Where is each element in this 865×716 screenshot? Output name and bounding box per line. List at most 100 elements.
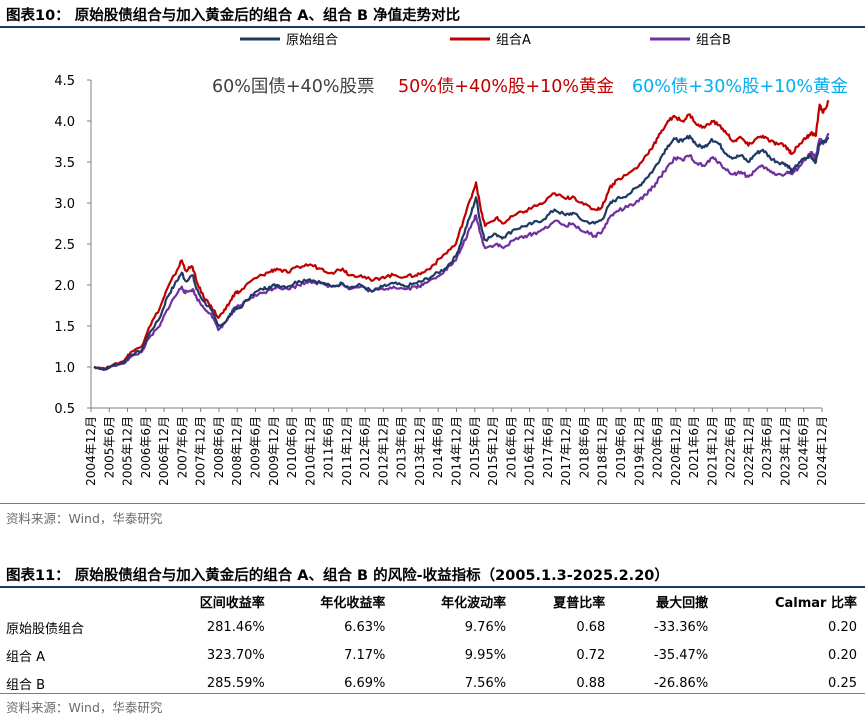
x-tick-label: 2016年6月 xyxy=(504,416,518,478)
figure-11-source: 资料来源：Wind，华泰研究 xyxy=(6,700,163,715)
table-cell: 组合 A xyxy=(6,649,46,665)
table-cell: 0.88 xyxy=(576,675,606,691)
header-cell xyxy=(0,589,152,613)
x-tick-label: 2006年12月 xyxy=(157,416,171,486)
x-tick-label: 2017年6月 xyxy=(541,416,555,478)
x-tick-label: 2009年6月 xyxy=(248,416,262,478)
table-row: 原始股债组合 281.46% 6.63% 9.76% 0.68 -33.36% … xyxy=(0,613,865,641)
series-lines xyxy=(93,99,830,371)
x-tick-label: 2010年12月 xyxy=(303,416,317,486)
x-tick-label: 2018年6月 xyxy=(577,416,591,478)
table-header-row: 区间收益率 年化收益率 年化波动率 夏普比率 最大回撤 Calmar 比率 xyxy=(0,589,865,613)
table-cell: 组合 B xyxy=(6,677,46,693)
x-tick-label: 2024年12月 xyxy=(815,416,829,486)
x-tick-label: 2010年6月 xyxy=(285,416,299,478)
table-cell: 9.76% xyxy=(464,619,507,635)
series-line-portfolio-b xyxy=(93,132,830,371)
x-tick-label: 2008年6月 xyxy=(212,416,226,478)
x-tick-label: 2024年6月 xyxy=(797,416,811,478)
x-tick-label: 2015年12月 xyxy=(486,416,500,486)
table-cell: -33.36% xyxy=(653,619,709,635)
figure-11-title-rule xyxy=(0,586,865,588)
x-tick-label: 2005年12月 xyxy=(121,416,135,486)
figure-11-title: 图表11： 原始股债组合与加入黄金后的组合 A、组合 B 的风险-收益指标（20… xyxy=(6,568,669,584)
header-cell: 夏普比率 xyxy=(553,595,606,611)
x-tick-label: 2023年6月 xyxy=(760,416,774,478)
table-cell: 323.70% xyxy=(206,647,265,663)
x-tick-label: 2007年12月 xyxy=(194,416,208,486)
table-cell: -26.86% xyxy=(653,675,709,691)
x-tick-label: 2005年6月 xyxy=(102,416,116,478)
series-line-portfolio-a xyxy=(93,99,830,370)
x-tick-label: 2019年12月 xyxy=(632,416,646,486)
risk-return-table: 区间收益率 年化收益率 年化波动率 夏普比率 最大回撤 Calmar 比率 原始… xyxy=(0,589,865,697)
table-cell: 0.20 xyxy=(828,619,857,635)
y-tick-label: 4.0 xyxy=(54,115,75,130)
y-tick-label: 0.5 xyxy=(54,402,75,417)
series-line-original xyxy=(93,134,830,371)
x-tick-label: 2022年6月 xyxy=(724,416,738,478)
header-cell: 年化波动率 xyxy=(441,595,507,611)
table-cell: 6.63% xyxy=(344,619,386,635)
y-tick-label: 3.5 xyxy=(54,156,75,171)
legend: 原始组合 组合A 组合B xyxy=(240,33,731,48)
table-cell: 285.59% xyxy=(206,675,265,691)
figure-11-bottom-rule xyxy=(0,693,865,694)
table-cell: 0.68 xyxy=(576,619,606,635)
y-tick-label: 3.0 xyxy=(54,197,75,212)
nav-line-chart: 原始组合 组合A 组合B 60%国债+40%股票 50%债+40%股+10%黄金 60%… xyxy=(54,33,848,486)
x-tick-label: 2023年12月 xyxy=(778,416,792,486)
figure-10-source: 资料来源：Wind，华泰研究 xyxy=(6,511,163,526)
x-tick-label: 2011年6月 xyxy=(322,416,336,478)
x-axis: 2004年12月 2005年6月 2005年12月 2006年6月 2006年12月 20… xyxy=(84,407,829,486)
chart-annotations: 60%国债+40%股票 50%债+40%股+10%黄金 60%债+30%股+10%黄… xyxy=(212,77,848,97)
x-tick-label: 2009年12月 xyxy=(267,416,281,486)
y-tick-label: 1.5 xyxy=(54,320,75,335)
x-tick-label: 2021年6月 xyxy=(687,416,701,478)
x-tick-label: 2016年12月 xyxy=(523,416,537,486)
x-tick-label: 2008年12月 xyxy=(230,416,244,486)
table-cell: 原始股债组合 xyxy=(6,621,85,637)
x-tick-label: 2004年12月 xyxy=(84,416,98,486)
table-cell: 6.69% xyxy=(344,675,386,691)
x-tick-label: 2018年12月 xyxy=(596,416,610,486)
x-tick-label: 2011年12月 xyxy=(340,416,354,486)
x-tick-label: 2015年6月 xyxy=(468,416,482,478)
header-cell: Calmar 比率 xyxy=(774,595,857,611)
table-cell: 281.46% xyxy=(206,619,265,635)
table-cell: 7.17% xyxy=(344,647,386,663)
x-tick-label: 2007年6月 xyxy=(175,416,189,478)
x-tick-label: 2013年6月 xyxy=(395,416,409,478)
x-tick-label: 2012年6月 xyxy=(358,416,372,478)
x-tick-label: 2014年6月 xyxy=(431,416,445,478)
x-tick-label: 2021年12月 xyxy=(705,416,719,486)
x-tick-label: 2017年12月 xyxy=(559,416,573,486)
x-tick-label: 2019年6月 xyxy=(614,416,628,478)
table-row: 组合 B 285.59% 6.69% 7.56% 0.88 -26.86% 0.… xyxy=(0,669,865,697)
y-tick-label: 2.0 xyxy=(54,279,75,294)
x-tick-label: 2013年12月 xyxy=(413,416,427,486)
table-cell: 9.95% xyxy=(464,647,507,663)
x-tick-label: 2020年6月 xyxy=(651,416,665,478)
table-cell: 0.25 xyxy=(828,675,857,691)
figure-10-bottom-rule xyxy=(0,503,865,504)
figure-10-title: 图表10： 原始股债组合与加入黄金后的组合 A、组合 B 净值走势对比 xyxy=(6,8,461,24)
annotation-label: 60%债+30%股+10%黄金 xyxy=(632,77,848,97)
table-cell: -35.47% xyxy=(653,647,709,663)
figure-10-title-rule xyxy=(0,26,865,28)
y-axis: 0.5 1.0 1.5 2.0 2.5 3.0 3.5 4.0 4.5 xyxy=(54,74,92,417)
table-cell: 7.56% xyxy=(464,675,507,691)
x-tick-label: 2012年12月 xyxy=(376,416,390,486)
legend-label: 原始组合 xyxy=(286,33,338,48)
x-tick-label: 2020年12月 xyxy=(669,416,683,486)
x-tick-label: 2006年6月 xyxy=(139,416,153,478)
y-tick-label: 2.5 xyxy=(54,238,75,253)
legend-label: 组合B xyxy=(696,33,731,48)
x-tick-label: 2022年12月 xyxy=(742,416,756,486)
table-cell: 0.20 xyxy=(828,647,857,663)
table-row: 组合 A 323.70% 7.17% 9.95% 0.72 -35.47% 0.… xyxy=(0,641,865,669)
annotation-label: 50%债+40%股+10%黄金 xyxy=(398,77,614,97)
annotation-label: 60%国债+40%股票 xyxy=(212,77,374,97)
header-cell: 年化收益率 xyxy=(320,595,386,611)
y-tick-label: 4.5 xyxy=(54,74,75,89)
